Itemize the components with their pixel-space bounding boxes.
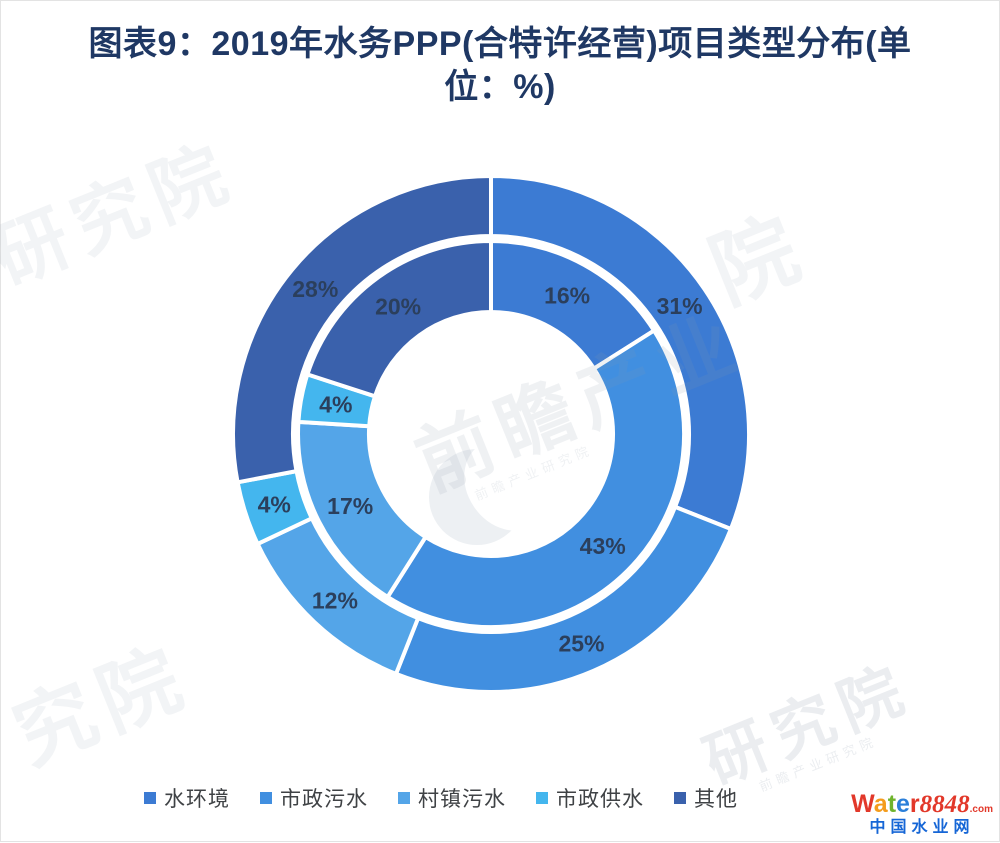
legend-swatch [674,792,686,804]
donut-segment-outer-4 [231,173,493,485]
segment-label: 20% [375,293,421,319]
logo-domain-suffix: .com [969,803,993,815]
legend-label: 水环境 [164,788,230,811]
legend-label: 市政供水 [556,788,644,811]
logo-subtitle: 中国水业网 [869,819,975,837]
logo-letter: W [851,789,874,818]
donut-segment-inner-1 [384,327,687,630]
segment-label: 25% [558,630,604,656]
legend-item-1: 市政污水 [260,783,368,813]
chart-title: 图表9：2019年水务PPP(合特许经营)项目类型分布(单位：%) [88,25,912,106]
legend-item-4: 其他 [674,783,738,813]
logo-number: 8848 [919,790,970,818]
logo-word-water: Water [851,790,920,818]
water8848-logo: Water8848.com 中国水业网 [851,791,993,837]
legend-swatch [398,792,410,804]
legend-swatch [144,792,156,804]
segment-label: 16% [544,283,590,309]
segment-label: 17% [327,493,373,519]
chart-legend: 水环境 市政污水 村镇污水 市政供水 其他 [1,783,881,813]
segment-label: 4% [319,391,352,417]
segment-label: 4% [258,492,291,518]
segment-label: 43% [580,533,626,559]
legend-swatch [260,792,272,804]
segment-label: 31% [657,293,703,319]
segment-label: 28% [292,276,338,302]
segment-label: 12% [312,587,358,613]
legend-label: 其他 [694,788,738,811]
legend-item-3: 市政供水 [536,783,644,813]
logo-letter: e [896,789,910,818]
water8848-wordmark: Water8848.com [851,791,993,818]
legend-item-2: 村镇污水 [398,783,506,813]
legend-item-0: 水环境 [144,783,230,813]
logo-letter: a [873,789,888,818]
logo-letter: r [909,789,920,818]
legend-label: 村镇污水 [418,788,506,811]
logo-letter: t [887,789,897,818]
donut-segment-outer-0 [489,173,751,532]
legend-swatch [536,792,548,804]
legend-label: 市政污水 [280,788,368,811]
donut-segment-inner-4 [304,238,493,399]
